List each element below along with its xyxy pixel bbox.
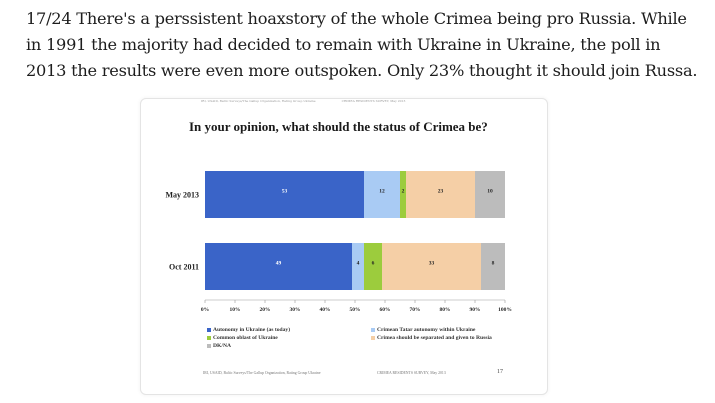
bar-segment — [406, 171, 475, 218]
x-tick-label: 30% — [290, 307, 301, 313]
legend-swatch — [371, 327, 375, 332]
bar-segment — [382, 243, 481, 290]
bar-data-label: 49 — [276, 261, 282, 267]
legend-entry: DK/NA — [207, 342, 290, 350]
legend-swatch — [207, 343, 211, 348]
slide-header-left: IRI, USAID, Baltic Surveys/The Gallup Or… — [201, 99, 316, 103]
tweet-text: 17/24 There's a perssistent hoaxstory of… — [26, 6, 698, 84]
category-label: May 2013 — [165, 191, 199, 200]
x-tick-label: 50% — [350, 307, 361, 313]
footnote-source: IRI, USAID, Baltic Surveys/The Gallup Or… — [203, 371, 321, 375]
bar-segment — [400, 171, 406, 218]
bar-data-label: 8 — [492, 261, 495, 267]
slide-header: IRI, USAID, Baltic Surveys/The Gallup Or… — [201, 99, 501, 103]
x-tick-label: 100% — [498, 307, 512, 313]
x-tick-label: 60% — [380, 307, 391, 313]
bar-segment — [364, 243, 382, 290]
legend-swatch — [371, 335, 375, 340]
footnote-survey: CRIMEA RESIDENTS SURVEY, May 2013 — [377, 371, 446, 375]
legend-swatch — [207, 327, 211, 332]
legend-label: Autonomy in Ukraine (as today) — [213, 327, 291, 333]
bar-data-label: 4 — [357, 261, 360, 267]
bar-segment — [364, 171, 400, 218]
slide-header-right: CRIMEA RESIDENTS SURVEY, May 2013 — [341, 99, 406, 103]
legend-entry: Crimean Tatar autonomy within Ukraine — [371, 326, 492, 334]
legend-left-column: Autonomy in Ukraine (as today) Common obl… — [207, 326, 290, 350]
tweet-line: in 1991 the majority had decided to rema… — [26, 35, 661, 54]
legend-label: Crimean Tatar autonomy within Ukraine — [377, 327, 476, 333]
x-tick-label: 90% — [470, 307, 481, 313]
tweet-line: 2013 the results were even more outspoke… — [26, 61, 698, 80]
x-tick-label: 20% — [260, 307, 271, 313]
chart-title: In your opinion, what should the status … — [189, 119, 488, 134]
bar-data-label: 12 — [379, 189, 385, 195]
bar-segment — [481, 243, 505, 290]
bar-segment — [205, 171, 364, 218]
stacked-bar-chart: 0% 10% 20% 30% 40% 50% 60% 70% 80% 90% 100% May 201… — [165, 171, 512, 313]
x-tick-label: 0% — [201, 307, 209, 313]
x-tick-label: 10% — [230, 307, 241, 313]
legend-label: Crimea should be separated and given to … — [377, 335, 492, 341]
bar-segment — [205, 243, 352, 290]
legend-entry: Autonomy in Ukraine (as today) — [207, 326, 290, 334]
bar-data-label: 23 — [438, 189, 444, 195]
bar-segment — [475, 171, 505, 218]
chart-slide-image: IRI, USAID, Baltic Surveys/The Gallup Or… — [140, 98, 548, 395]
legend-entry: Common oblast of Ukraine — [207, 334, 290, 342]
legend-right-column: Crimean Tatar autonomy within Ukraine Cri… — [371, 326, 492, 342]
bar-data-label: 10 — [487, 189, 493, 195]
bar-data-label: 6 — [372, 261, 375, 267]
x-tick-label: 40% — [320, 307, 331, 313]
x-tick-label: 80% — [440, 307, 451, 313]
category-label: Oct 2011 — [169, 263, 199, 272]
bar-data-label: 53 — [282, 189, 288, 195]
legend-swatch — [207, 335, 211, 340]
slide-page-number: 17 — [497, 369, 503, 375]
bar-segment — [352, 243, 364, 290]
bar-data-label: 2 — [402, 189, 405, 195]
legend-label: DK/NA — [213, 343, 232, 349]
legend-label: Common oblast of Ukraine — [213, 335, 278, 341]
legend-entry: Crimea should be separated and given to … — [371, 334, 492, 342]
x-tick-label: 70% — [410, 307, 421, 313]
bar-data-label: 33 — [429, 261, 435, 267]
tweet-line: 17/24 There's a perssistent hoaxstory of… — [26, 9, 687, 28]
